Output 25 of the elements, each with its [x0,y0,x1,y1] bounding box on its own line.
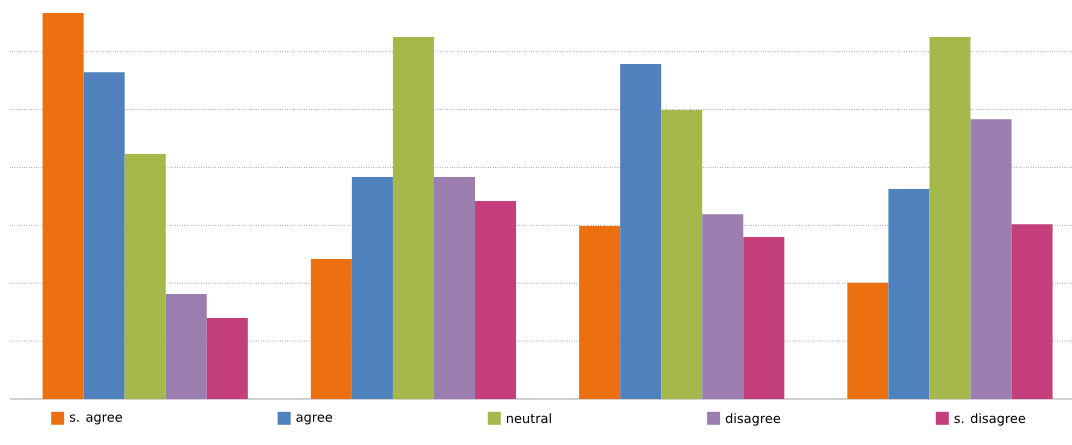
bar [620,64,662,399]
legend-label: disagree [725,413,781,426]
bar [310,258,352,399]
legend-label: agree [296,414,333,425]
bar [475,201,517,399]
legend-label: s. agree [69,414,122,425]
bar [888,189,930,399]
legend-label: s. disagree [954,413,1026,426]
legend-label: neutral [506,413,551,424]
bar [206,317,248,399]
bar [579,226,621,399]
bar [661,109,703,399]
bar [165,294,207,399]
bar [743,236,785,399]
bar [351,177,393,399]
bar [929,37,971,399]
bar [42,13,84,399]
bar [124,153,166,399]
bar [392,37,434,399]
bar [83,72,125,399]
bar [433,177,476,399]
bar [970,119,1012,399]
bar [702,214,744,399]
bar [1011,224,1053,399]
bar [847,282,889,399]
